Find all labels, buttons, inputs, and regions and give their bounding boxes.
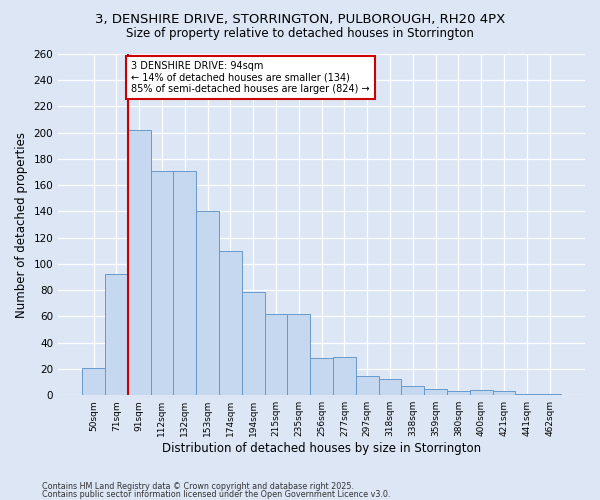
Bar <box>219 251 242 395</box>
Bar <box>310 358 333 395</box>
Bar <box>424 388 447 395</box>
Y-axis label: Number of detached properties: Number of detached properties <box>15 132 28 318</box>
Text: Contains public sector information licensed under the Open Government Licence v3: Contains public sector information licen… <box>42 490 391 499</box>
Bar <box>515 394 538 395</box>
Text: 3, DENSHIRE DRIVE, STORRINGTON, PULBOROUGH, RH20 4PX: 3, DENSHIRE DRIVE, STORRINGTON, PULBOROU… <box>95 12 505 26</box>
Text: 3 DENSHIRE DRIVE: 94sqm
← 14% of detached houses are smaller (134)
85% of semi-d: 3 DENSHIRE DRIVE: 94sqm ← 14% of detache… <box>131 60 370 94</box>
Text: Size of property relative to detached houses in Storrington: Size of property relative to detached ho… <box>126 28 474 40</box>
Bar <box>151 171 173 395</box>
Bar <box>287 314 310 395</box>
Bar <box>128 130 151 395</box>
Bar <box>493 392 515 395</box>
Bar <box>82 368 105 395</box>
Bar <box>196 212 219 395</box>
Bar <box>265 314 287 395</box>
Text: Contains HM Land Registry data © Crown copyright and database right 2025.: Contains HM Land Registry data © Crown c… <box>42 482 354 491</box>
Bar <box>333 357 356 395</box>
Bar <box>447 392 470 395</box>
Bar <box>379 380 401 395</box>
Bar <box>538 394 561 395</box>
X-axis label: Distribution of detached houses by size in Storrington: Distribution of detached houses by size … <box>162 442 481 455</box>
Bar <box>356 376 379 395</box>
Bar <box>470 390 493 395</box>
Bar <box>401 386 424 395</box>
Bar <box>242 292 265 395</box>
Bar <box>105 274 128 395</box>
Bar <box>173 171 196 395</box>
